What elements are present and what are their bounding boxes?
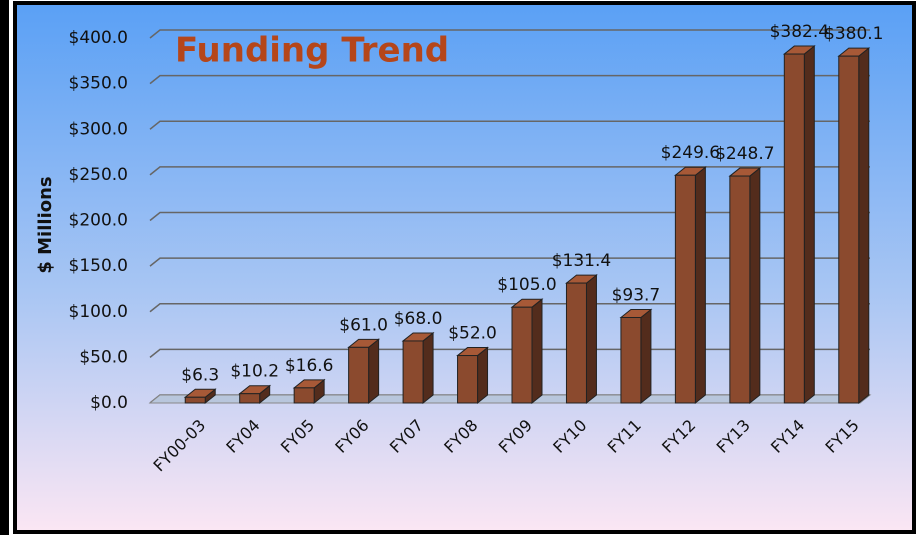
y-tick-label: $150.0 <box>69 256 128 276</box>
value-label: $16.6 <box>285 356 334 376</box>
value-label: $382.4 <box>770 22 829 42</box>
bar <box>348 346 370 404</box>
value-label: $131.4 <box>552 251 611 271</box>
grid-line <box>149 29 870 39</box>
value-label: $61.0 <box>339 315 388 335</box>
value-label: $6.3 <box>181 365 219 385</box>
frame <box>13 1 916 534</box>
bar-side <box>694 166 706 405</box>
y-tick-label: $100.0 <box>69 302 128 322</box>
value-label: $10.2 <box>230 362 279 382</box>
bar <box>511 306 533 404</box>
grid-line <box>149 74 870 85</box>
bar <box>620 316 642 404</box>
bar-side <box>531 298 543 405</box>
grid-line <box>149 166 870 176</box>
value-label: $249.6 <box>661 143 720 163</box>
grid-line <box>149 257 870 267</box>
bar-side <box>803 45 815 405</box>
y-tick-label: $300.0 <box>69 119 128 139</box>
bar-side <box>368 338 380 405</box>
bar-side <box>640 308 652 405</box>
y-tick-label: $50.0 <box>79 347 128 367</box>
chart-title: Funding Trend <box>175 31 449 71</box>
bar-side <box>422 331 434 405</box>
bar <box>402 340 424 404</box>
bar <box>293 387 315 404</box>
bar <box>783 53 805 404</box>
y-tick-label: $350.0 <box>69 74 128 94</box>
value-label: $68.0 <box>394 309 443 329</box>
value-label: $93.7 <box>612 285 661 305</box>
bar-side <box>749 167 761 405</box>
bar-side <box>585 274 597 405</box>
y-axis-label: $ Millions <box>35 176 56 273</box>
y-tick-label: $250.0 <box>69 165 128 185</box>
left-bar <box>0 0 9 535</box>
bar <box>565 282 587 404</box>
bar <box>674 174 696 404</box>
bar <box>184 396 206 404</box>
grid-line <box>149 211 870 222</box>
value-label: $248.7 <box>715 144 774 164</box>
y-tick-label: $200.0 <box>69 211 128 231</box>
grid-line <box>149 303 870 313</box>
bar-side <box>477 346 489 405</box>
value-label: $52.0 <box>448 324 497 344</box>
bar-side <box>858 47 870 405</box>
y-tick-label: $400.0 <box>69 28 128 48</box>
bar <box>239 393 261 404</box>
y-tick-label: $0.0 <box>90 393 128 413</box>
value-label: $380.1 <box>824 24 883 44</box>
bar <box>457 355 479 404</box>
bar <box>838 55 860 404</box>
value-label: $105.0 <box>497 275 556 295</box>
grid-line <box>149 120 870 130</box>
bar <box>729 175 751 404</box>
